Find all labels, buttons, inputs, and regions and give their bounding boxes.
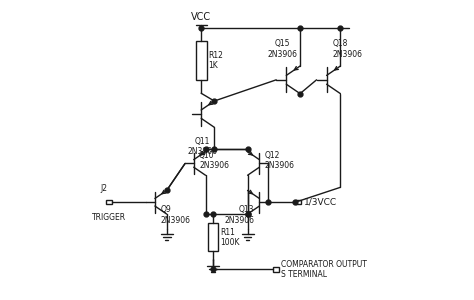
Text: Q9
2N3906: Q9 2N3906 [160,206,190,225]
Text: R12
1K: R12 1K [209,51,224,70]
Text: Q13
2N3906: Q13 2N3906 [224,206,254,225]
Text: Q10
2N3906: Q10 2N3906 [199,151,229,170]
Text: COMPARATOR OUTPUT
S TERMINAL: COMPARATOR OUTPUT S TERMINAL [281,260,367,279]
Text: VCC: VCC [191,12,211,22]
Bar [295,200,301,204]
Text: R11
100K: R11 100K [220,228,240,247]
Text: J2: J2 [100,184,108,193]
Text: Q15
2N3906: Q15 2N3906 [267,39,298,58]
Bar [196,41,207,80]
Bar [106,200,111,204]
Text: 1/3VCC: 1/3VCC [303,198,337,207]
Text: Q11
2N3906: Q11 2N3906 [188,137,218,156]
Text: Q12
2N3906: Q12 2N3906 [265,151,295,170]
Text: TRIGGER: TRIGGER [91,213,126,222]
Text: Q18
2N3906: Q18 2N3906 [333,39,363,58]
Bar [208,224,219,251]
Bar [273,267,279,272]
